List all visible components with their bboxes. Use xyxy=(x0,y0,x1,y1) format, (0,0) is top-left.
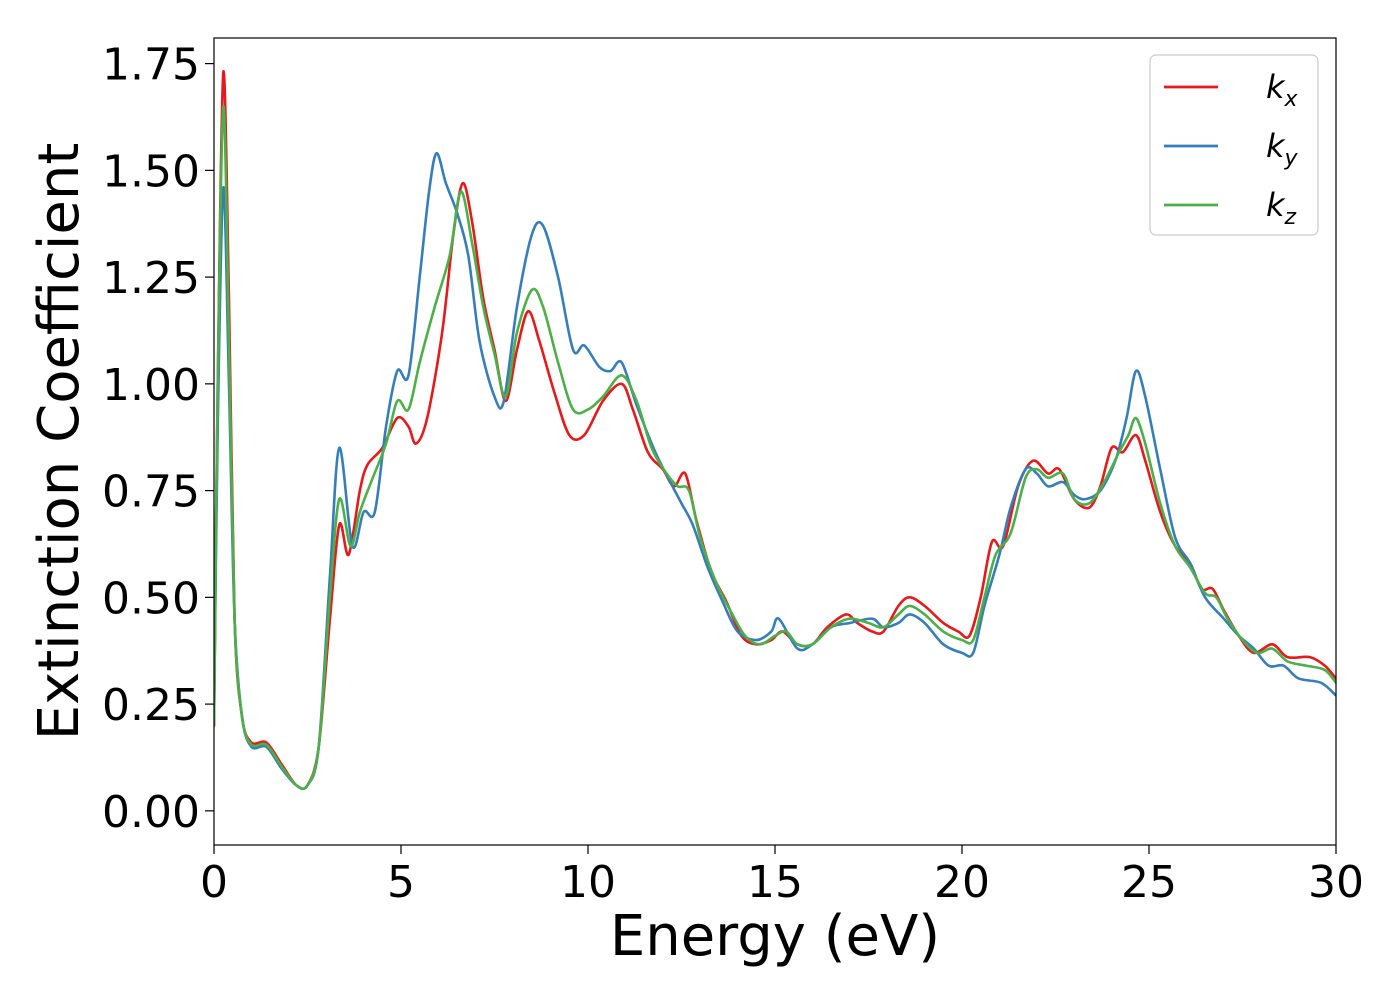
y-tick-label: 0.00 xyxy=(102,787,200,838)
legend-label-x: kx xyxy=(1266,68,1299,112)
series-line-z xyxy=(214,105,1336,791)
x-axis-label: Energy (eV) xyxy=(610,904,940,969)
x-tick-label: 10 xyxy=(560,857,616,908)
x-tick-label: 5 xyxy=(387,857,415,908)
legend-label-subscript: x xyxy=(1284,87,1299,112)
legend-label-subscript: z xyxy=(1284,205,1297,230)
y-tick-label: 1.25 xyxy=(102,253,200,304)
legend-label-base: k xyxy=(1266,127,1286,165)
y-tick-label: 0.75 xyxy=(102,467,200,518)
y-axis-label: Extinction Coefficient xyxy=(27,143,92,741)
legend-label-subscript: y xyxy=(1284,146,1299,171)
x-tick-label: 20 xyxy=(934,857,990,908)
x-axis-ticks: 0 5 10 15 20 25 30 xyxy=(200,845,1364,908)
y-tick-label: 0.50 xyxy=(102,573,200,624)
x-tick-label: 0 xyxy=(200,857,228,908)
series-lines xyxy=(214,70,1336,791)
x-tick-label: 15 xyxy=(747,857,803,908)
y-tick-label: 0.25 xyxy=(102,680,200,731)
x-tick-label: 25 xyxy=(1121,857,1177,908)
legend-box xyxy=(1149,54,1319,236)
y-axis-ticks: 0.00 0.25 0.50 0.75 1.00 1.25 1.50 1.75 xyxy=(102,40,214,838)
x-tick-label: 30 xyxy=(1308,857,1364,908)
y-tick-label: 1.75 xyxy=(102,40,200,91)
legend-label-base: k xyxy=(1266,186,1286,224)
legend-label-y: ky xyxy=(1266,127,1299,171)
legend-label-base: k xyxy=(1266,68,1286,106)
series-line-y xyxy=(214,151,1336,790)
legend-label-z: kz xyxy=(1266,186,1297,230)
y-tick-label: 1.00 xyxy=(102,360,200,411)
y-tick-label: 1.50 xyxy=(102,146,200,197)
